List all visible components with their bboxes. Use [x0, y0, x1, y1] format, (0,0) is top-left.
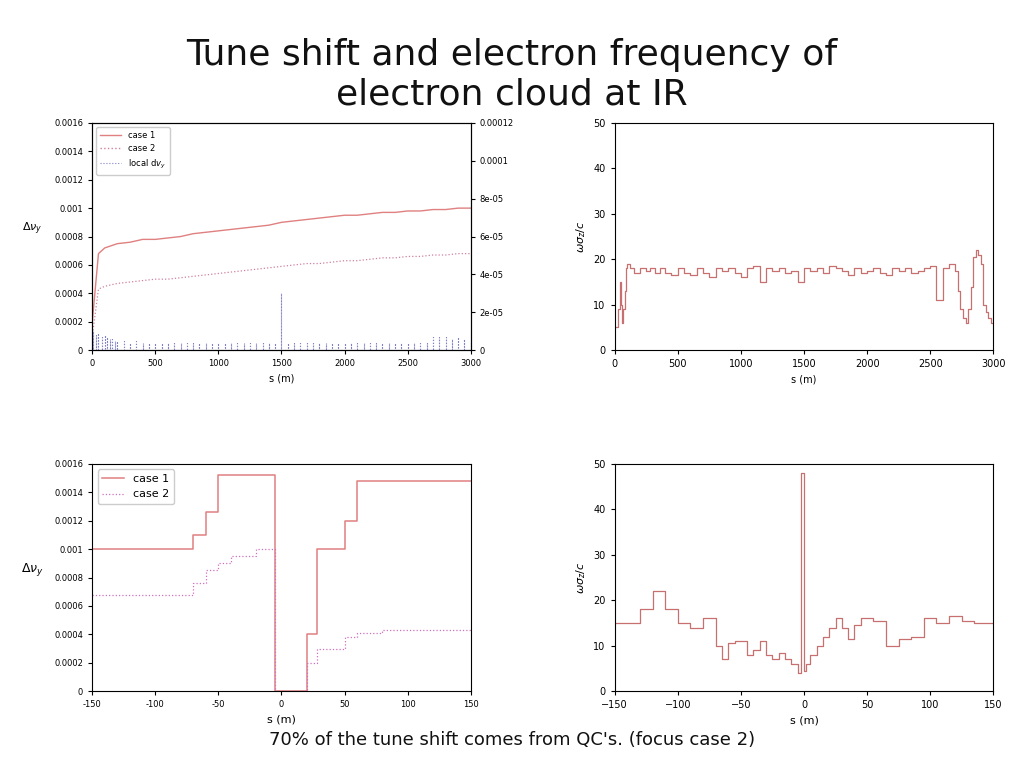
- Y-axis label: $\omega\sigma_z/c$: $\omega\sigma_z/c$: [573, 220, 588, 253]
- Y-axis label: $\Delta\nu_y$: $\Delta\nu_y$: [22, 220, 42, 237]
- X-axis label: s (m): s (m): [267, 715, 296, 725]
- Text: 70% of the tune shift comes from QC's. (focus case 2): 70% of the tune shift comes from QC's. (…: [269, 731, 755, 749]
- Legend: case 1, case 2: case 1, case 2: [97, 469, 174, 504]
- X-axis label: s (m): s (m): [790, 716, 818, 726]
- Y-axis label: $\Delta\nu_y$: $\Delta\nu_y$: [20, 561, 43, 578]
- X-axis label: s (m): s (m): [792, 375, 817, 385]
- Y-axis label: $\omega\sigma_z/c$: $\omega\sigma_z/c$: [573, 561, 588, 594]
- X-axis label: s (m): s (m): [268, 374, 294, 384]
- Legend: case 1, case 2, local d$v_y$: case 1, case 2, local d$v_y$: [96, 127, 170, 175]
- Text: Tune shift and electron frequency of
electron cloud at IR: Tune shift and electron frequency of ele…: [186, 38, 838, 112]
